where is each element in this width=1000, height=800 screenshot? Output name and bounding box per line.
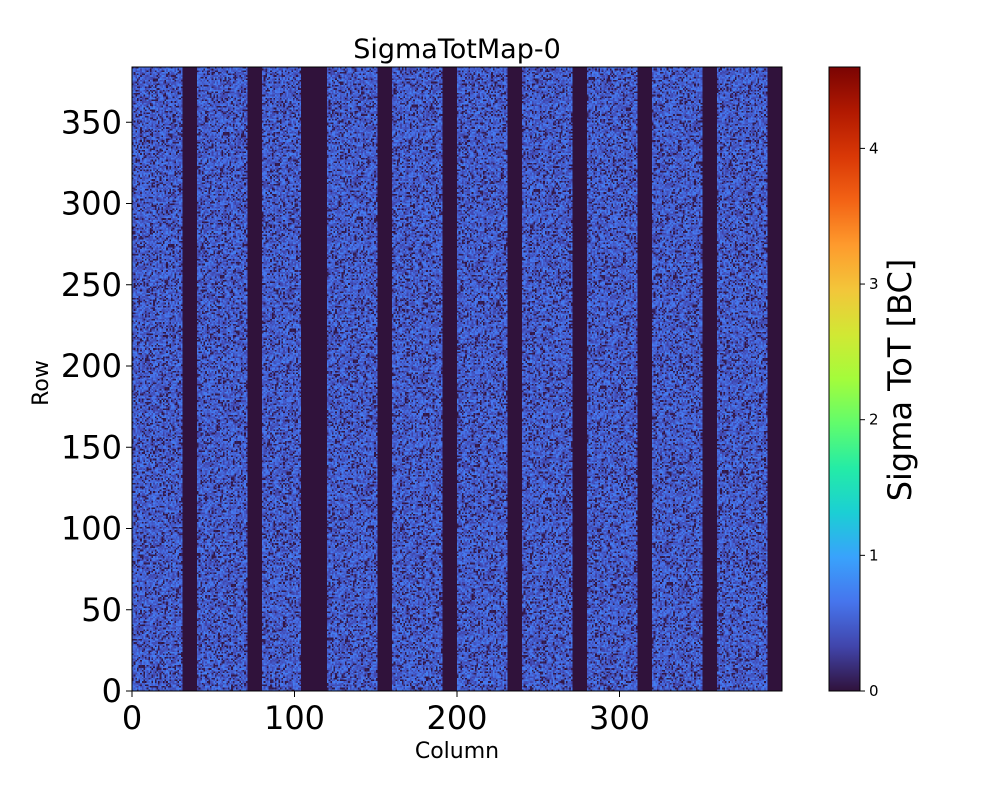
heatmap-plot-area [132, 67, 782, 691]
y-tick-label: 150 [61, 428, 122, 466]
y-tick-label: 100 [61, 510, 122, 548]
colorbar-label: Sigma ToT [BC] [881, 259, 919, 502]
x-tick-label: 300 [589, 699, 650, 737]
chart-title: SigmaTotMap-0 [353, 34, 561, 65]
y-tick-label: 0 [102, 672, 122, 710]
y-tick-label: 350 [61, 103, 122, 141]
colorbar-tick-label: 0 [869, 682, 879, 700]
x-axis-ticks: 0 100 200 300 [122, 691, 650, 737]
y-axis-label: Row [29, 360, 54, 406]
colorbar-ticks: 0 1 2 3 4 [860, 139, 879, 700]
x-axis-label: Column [415, 739, 499, 764]
colorbar [828, 66, 861, 692]
colorbar-tick-label: 3 [869, 275, 879, 293]
x-tick-label: 100 [264, 699, 325, 737]
y-axis-ticks: 0 50 100 150 200 250 300 350 [61, 103, 132, 710]
colorbar-tick-label: 2 [869, 411, 879, 429]
y-tick-label: 300 [61, 185, 122, 223]
heatmap-image [132, 67, 782, 691]
colorbar-tick-label: 4 [869, 139, 879, 157]
y-tick-label: 250 [61, 266, 122, 304]
x-tick-label: 0 [122, 699, 142, 737]
y-tick-label: 200 [61, 347, 122, 385]
colorbar-tick-label: 1 [869, 546, 879, 564]
y-tick-label: 50 [81, 591, 122, 629]
x-tick-label: 200 [426, 699, 487, 737]
